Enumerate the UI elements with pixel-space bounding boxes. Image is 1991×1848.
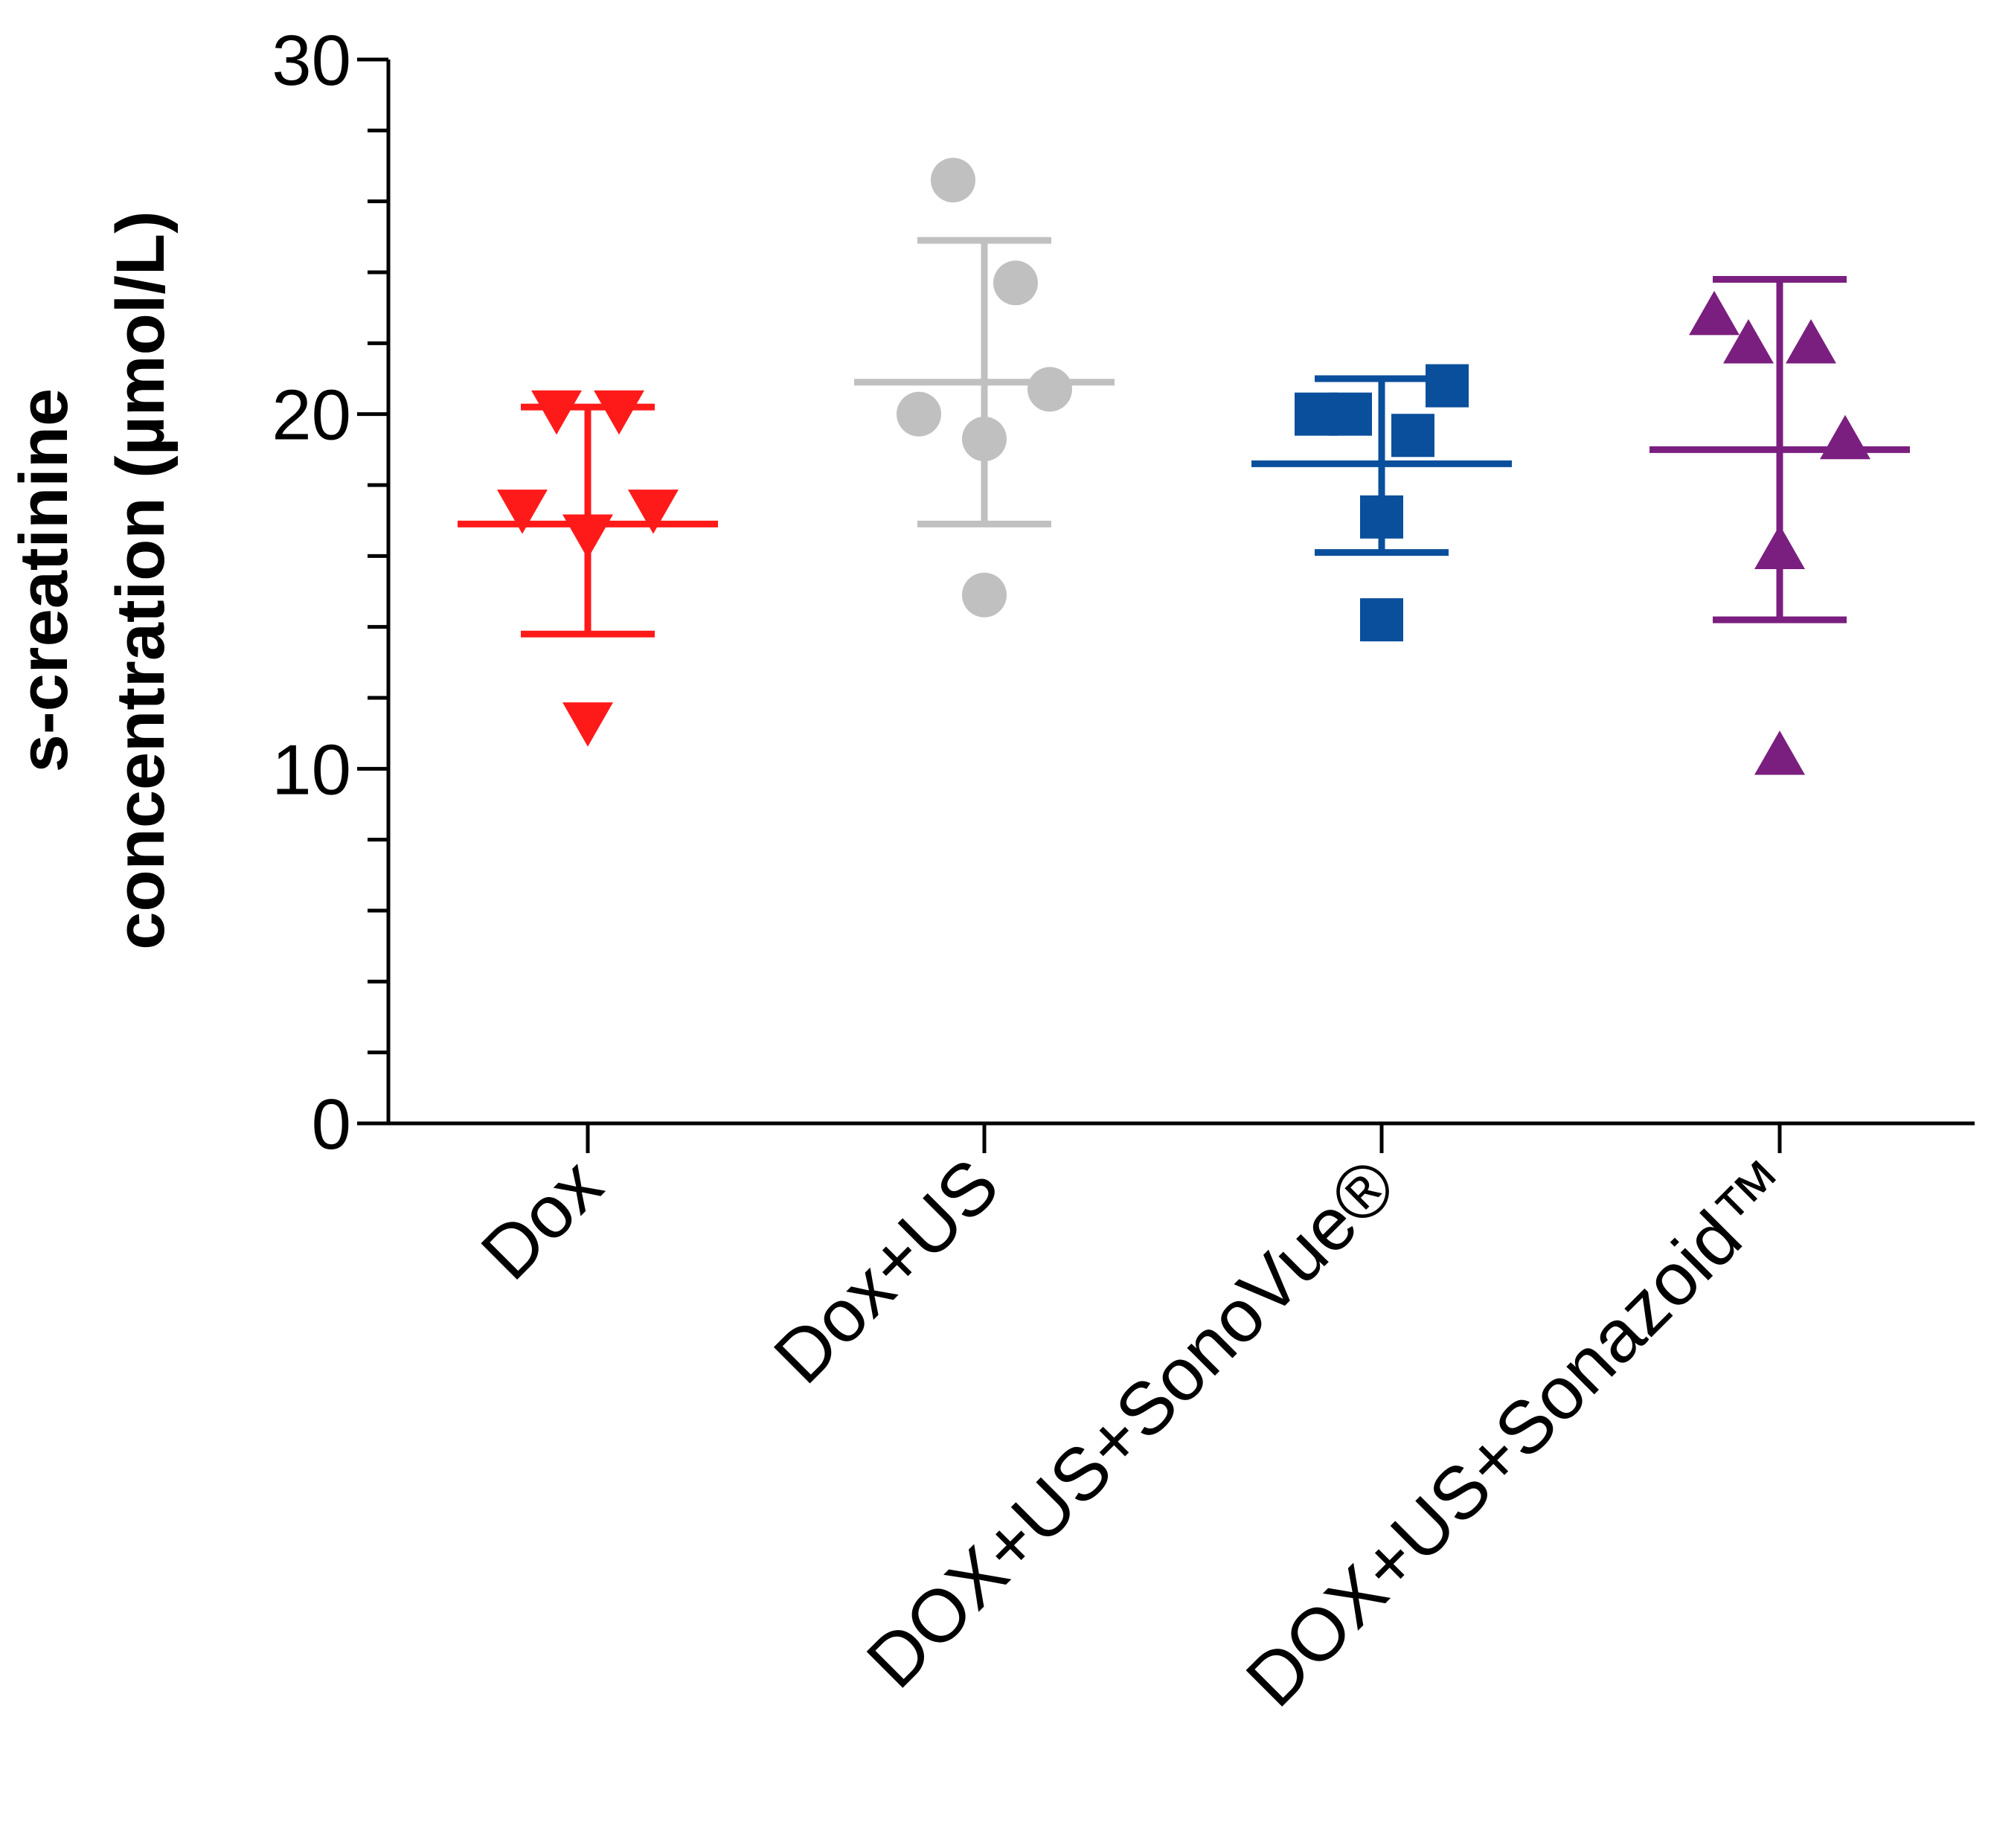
data-point	[1786, 319, 1836, 364]
x-axis-ticks	[586, 1123, 1782, 1153]
data-point	[1723, 319, 1774, 364]
data-point	[962, 417, 1007, 462]
data-point	[897, 391, 941, 437]
data-point	[1426, 364, 1469, 408]
data-point	[1820, 414, 1870, 460]
series-layer	[458, 158, 1910, 775]
data-point	[931, 158, 975, 203]
x-category-label: Dox	[466, 1143, 618, 1295]
data-point	[993, 260, 1038, 306]
data-point	[594, 390, 644, 435]
y-axis-ticks: 0 10 20 30	[272, 21, 388, 1164]
y-tick-label: 10	[272, 730, 351, 809]
data-point	[1360, 495, 1403, 539]
data-point	[497, 490, 548, 534]
data-point	[962, 572, 1007, 617]
axes	[386, 60, 1975, 1126]
series-group	[1251, 364, 1512, 642]
data-point	[1689, 290, 1740, 336]
y-tick-label: 0	[312, 1085, 351, 1164]
data-point	[1754, 730, 1805, 775]
y-tick-label: 30	[272, 21, 351, 100]
data-point	[1295, 392, 1338, 436]
data-point	[1360, 598, 1403, 642]
data-point	[1391, 414, 1434, 458]
series-group	[854, 158, 1115, 617]
y-axis-title-line-2: concentration (µmol/L)	[103, 211, 179, 949]
data-point	[562, 514, 613, 559]
x-category-label: Dox+US	[758, 1143, 1014, 1399]
data-point	[562, 702, 613, 747]
data-point	[1754, 524, 1805, 569]
data-point	[1027, 367, 1072, 412]
series-group	[1649, 276, 1910, 775]
data-point	[531, 390, 582, 435]
series-group	[458, 390, 718, 747]
y-tick-label: 20	[272, 376, 351, 455]
data-point	[628, 490, 679, 534]
y-axis-title: s-creatinine concentration (µmol/L)	[6, 211, 179, 949]
y-axis-title-line-1: s-creatinine	[6, 388, 82, 772]
